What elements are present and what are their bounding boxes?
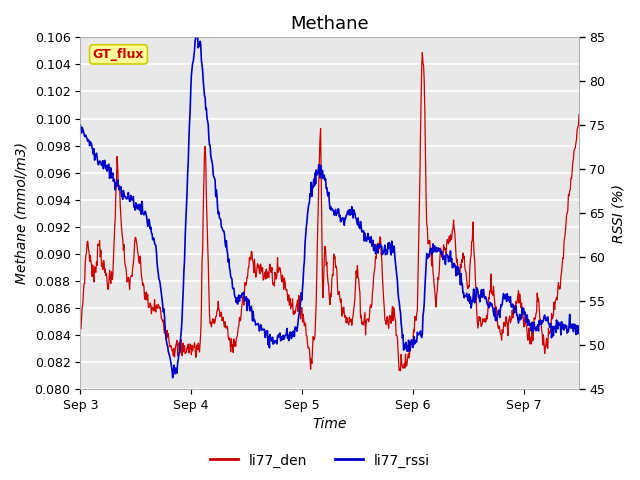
X-axis label: Time: Time [312, 418, 347, 432]
Y-axis label: RSSI (%): RSSI (%) [611, 184, 625, 243]
Y-axis label: Methane (mmol/m3): Methane (mmol/m3) [15, 142, 29, 284]
Legend: li77_den, li77_rssi: li77_den, li77_rssi [204, 448, 436, 473]
Title: Methane: Methane [291, 15, 369, 33]
Text: GT_flux: GT_flux [93, 48, 144, 61]
